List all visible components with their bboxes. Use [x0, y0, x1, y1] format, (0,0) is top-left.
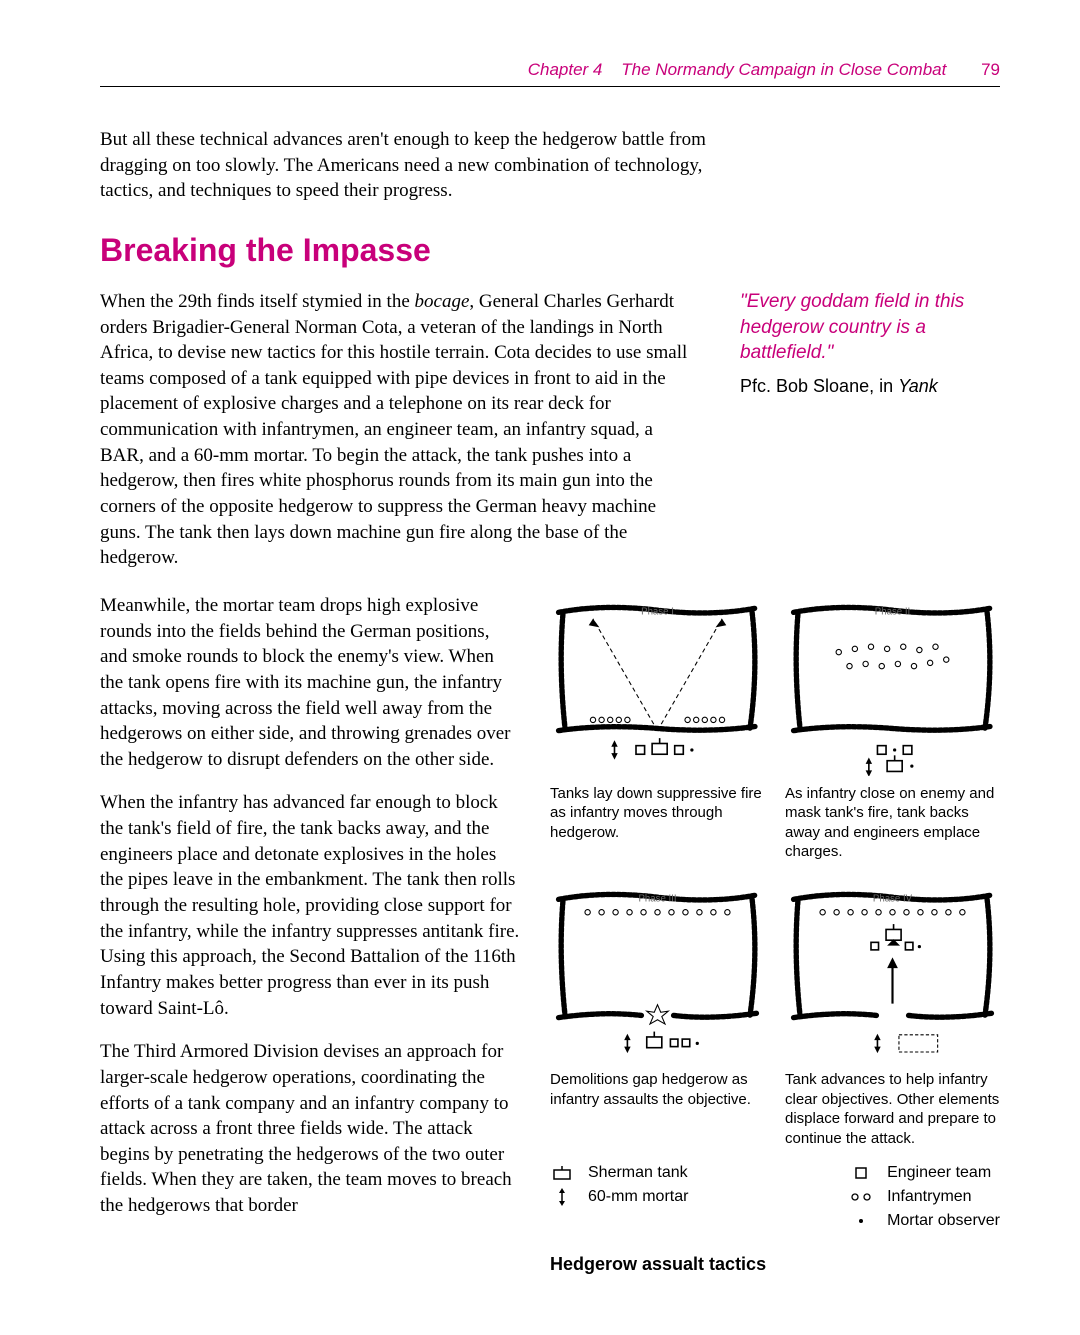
intro-paragraph: But all these technical advances aren't …	[100, 127, 720, 204]
page-number: 79	[981, 60, 1000, 79]
pull-quote-attribution: Pfc. Bob Sloane, in Yank	[740, 374, 1000, 398]
observer-icon	[849, 1216, 873, 1226]
legend-label: Infantrymen	[887, 1188, 971, 1206]
figure-caption-2: As infantry close on enemy and mask tank…	[785, 784, 1000, 862]
figure-phase-4: Phase IV	[785, 880, 1000, 1149]
svg-text:Phase IV: Phase IV	[873, 893, 913, 904]
svg-text:Phase I: Phase I	[641, 606, 674, 617]
diagram-phase-1-svg: Phase I	[550, 593, 765, 776]
legend-label: Sherman tank	[588, 1164, 688, 1182]
body-paragraph-2: Meanwhile, the mortar team drops high ex…	[100, 593, 520, 772]
tank-icon	[550, 1166, 574, 1180]
section-heading: Breaking the Impasse	[100, 232, 1000, 269]
infantry-icon	[849, 1192, 873, 1202]
diagram-phase-4-svg: Phase IV	[785, 880, 1000, 1063]
figure-caption-3: Demolitions gap hedgerow as infantry ass…	[550, 1070, 765, 1109]
diagram-phase-3-svg: Phase III	[550, 880, 765, 1063]
mortar-icon	[550, 1188, 574, 1206]
legend-item: Engineer team	[849, 1164, 1000, 1182]
figure-phase-1: Phase I	[550, 593, 765, 862]
legend-item: 60-mm mortar	[550, 1188, 688, 1206]
legend-label: 60-mm mortar	[588, 1188, 688, 1206]
diagram-phase-2-svg: Phase II	[785, 593, 1000, 776]
figure-title: Hedgerow assualt tactics	[550, 1254, 1000, 1275]
engineer-icon	[849, 1167, 873, 1179]
figure-legend: Sherman tank 60-mm mortar Engine	[550, 1164, 1000, 1230]
figure-area: Phase I	[550, 593, 1000, 1276]
svg-text:Phase III: Phase III	[638, 893, 676, 904]
body-paragraph-1: When the 29th finds itself stymied in th…	[100, 289, 700, 571]
legend-item: Sherman tank	[550, 1164, 688, 1182]
chapter-label: Chapter 4	[528, 60, 603, 79]
figure-phase-2: Phase II	[785, 593, 1000, 862]
figure-caption-4: Tank advances to help infantry clear obj…	[785, 1070, 1000, 1148]
body-paragraph-3: When the infantry has advanced far enoug…	[100, 790, 520, 1021]
pull-quote: "Every goddam field in this hedgerow cou…	[740, 289, 1000, 366]
legend-label: Engineer team	[887, 1164, 991, 1182]
legend-label: Mortar observer	[887, 1212, 1000, 1230]
running-header: Chapter 4 The Normandy Campaign in Close…	[100, 60, 1000, 87]
figure-caption-1: Tanks lay down suppressive fire as infan…	[550, 784, 765, 843]
figure-phase-3: Phase III	[550, 880, 765, 1149]
legend-item: Mortar observer	[849, 1212, 1000, 1230]
legend-item: Infantrymen	[849, 1188, 1000, 1206]
chapter-title: The Normandy Campaign in Close Combat	[621, 60, 946, 79]
body-paragraph-4: The Third Armored Division devises an ap…	[100, 1039, 520, 1218]
svg-text:Phase II: Phase II	[875, 606, 910, 617]
